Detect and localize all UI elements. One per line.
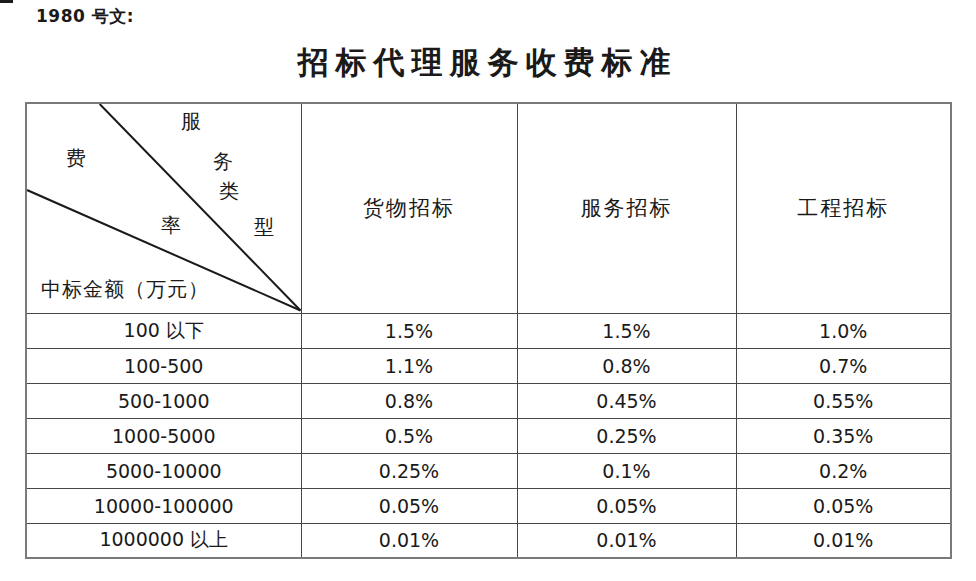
- fee-rate-cell: 0.25%: [301, 453, 517, 488]
- column-header-services: 服务招标: [517, 103, 736, 313]
- amount-range-cell: 100 以下: [26, 313, 301, 348]
- fee-rate-cell: 0.01%: [736, 523, 951, 558]
- fee-rate-cell: 0.01%: [517, 523, 736, 558]
- fee-rate-cell: 0.05%: [301, 488, 517, 523]
- corner-service-type-char: 务: [213, 151, 233, 171]
- fee-rate-cell: 1.5%: [517, 313, 736, 348]
- page-title: 招标代理服务收费标准: [25, 44, 950, 82]
- fee-rate-cell: 0.55%: [736, 383, 951, 418]
- doc-reference: 1980 号文:: [36, 5, 134, 28]
- fee-rate-cell: 0.1%: [517, 453, 736, 488]
- amount-range-cell: 5000-10000: [26, 453, 301, 488]
- fee-rate-cell: 0.5%: [301, 418, 517, 453]
- fee-rate-cell: 0.35%: [736, 418, 951, 453]
- fee-rate-cell: 0.2%: [736, 453, 951, 488]
- fee-rate-cell: 0.05%: [517, 488, 736, 523]
- table-row: 100 以下 1.5% 1.5% 1.0%: [26, 313, 951, 348]
- fee-rate-cell: 1.0%: [736, 313, 951, 348]
- table-header-row: 服 费 务 类 率 型 中标金额（万元） 货物招标 服务招标 工程招标: [26, 103, 951, 313]
- fee-rate-cell: 0.45%: [517, 383, 736, 418]
- fee-rate-cell: 0.01%: [301, 523, 517, 558]
- fee-rate-cell: 0.8%: [517, 348, 736, 383]
- table-row: 1000000 以上 0.01% 0.01% 0.01%: [26, 523, 951, 558]
- table-row: 100-500 1.1% 0.8% 0.7%: [26, 348, 951, 383]
- corner-service-type-char: 型: [254, 217, 274, 237]
- amount-range-cell: 10000-100000: [26, 488, 301, 523]
- fee-standard-table: 服 费 务 类 率 型 中标金额（万元） 货物招标 服务招标 工程招标 100 …: [25, 102, 952, 559]
- fee-rate-cell: 0.25%: [517, 418, 736, 453]
- table-row: 10000-100000 0.05% 0.05% 0.05%: [26, 488, 951, 523]
- fee-rate-cell: 0.8%: [301, 383, 517, 418]
- corner-service-type-char: 类: [219, 181, 239, 201]
- table-row: 1000-5000 0.5% 0.25% 0.35%: [26, 418, 951, 453]
- amount-range-cell: 1000000 以上: [26, 523, 301, 558]
- column-header-goods: 货物招标: [301, 103, 517, 313]
- amount-range-cell: 100-500: [26, 348, 301, 383]
- corner-row-axis-label: 中标金额（万元）: [41, 276, 209, 303]
- corner-service-type-char: 服: [181, 111, 201, 131]
- fee-rate-cell: 0.05%: [736, 488, 951, 523]
- page-edge-artifact: [0, 0, 13, 3]
- table-row: 5000-10000 0.25% 0.1% 0.2%: [26, 453, 951, 488]
- fee-rate-cell: 1.1%: [301, 348, 517, 383]
- amount-range-cell: 1000-5000: [26, 418, 301, 453]
- column-header-works: 工程招标: [736, 103, 951, 313]
- fee-rate-cell: 0.7%: [736, 348, 951, 383]
- table-row: 500-1000 0.8% 0.45% 0.55%: [26, 383, 951, 418]
- amount-range-cell: 500-1000: [26, 383, 301, 418]
- corner-fee-rate-char: 率: [161, 215, 181, 235]
- diagonal-corner-cell: 服 费 务 类 率 型 中标金额（万元）: [26, 103, 301, 313]
- fee-rate-cell: 1.5%: [301, 313, 517, 348]
- corner-fee-rate-char: 费: [66, 148, 86, 168]
